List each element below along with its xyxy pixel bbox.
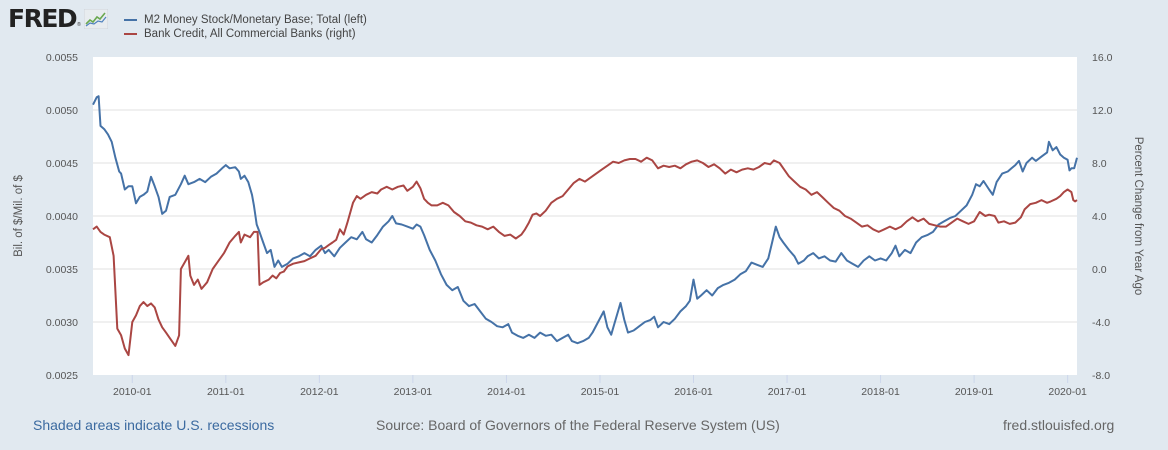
x-axis: 2010-01 2011-01 2012-01 2013-01 2014-01 2015-… [113, 375, 1087, 398]
y-axis-left: 0.0025 0.0030 0.0035 0.0040 0.0045 0.0050 0.00… [46, 52, 78, 382]
legend-label-bank-credit: Bank Credit, All Commercial Banks (right… [144, 28, 356, 40]
site-link[interactable]: fred.stlouisfed.org [1003, 417, 1115, 433]
y-axis-left-title: Bil. of $/Mil. of $ [13, 174, 25, 256]
logo-text: FRED [8, 4, 78, 33]
legend-swatch-bank-credit [124, 33, 137, 35]
y-axis-right-title: Percent Change from Year Ago [1132, 137, 1144, 296]
y-left-tick-label: 0.0045 [46, 158, 78, 170]
fred-logo[interactable]: FRED ® [8, 6, 108, 31]
legend-item-m2[interactable]: M2 Money Stock/Monetary Base; Total (lef… [124, 13, 367, 27]
y-right-tick-label: 16.0 [1092, 52, 1113, 64]
y-left-tick-label: 0.0025 [46, 370, 78, 382]
y-right-tick-label: 8.0 [1092, 158, 1107, 170]
legend-swatch-m2 [124, 19, 137, 21]
x-tick-label: 2014-01 [487, 386, 526, 398]
y-left-tick-label: 0.0040 [46, 211, 78, 223]
x-tick-label: 2017-01 [768, 386, 807, 398]
y-axis-right: -8.0 -4.0 0.0 4.0 8.0 12.0 16.0 [1092, 52, 1113, 382]
series-group [92, 95, 1078, 357]
y-right-tick-label: -8.0 [1092, 370, 1110, 382]
series-line-m2[interactable] [92, 95, 1078, 345]
series-line-bank-credit[interactable] [92, 156, 1078, 357]
x-tick-label: 2020-01 [1048, 386, 1087, 398]
legend-label-m2: M2 Money Stock/Monetary Base; Total (lef… [144, 14, 367, 26]
y-right-tick-label: 12.0 [1092, 105, 1113, 117]
y-left-tick-label: 0.0055 [46, 52, 78, 64]
logo-registered-mark: ® [77, 22, 81, 28]
source-text: Source: Board of Governors of the Federa… [376, 417, 780, 433]
recessions-link[interactable]: Shaded areas indicate U.S. recessions [33, 417, 275, 433]
x-tick-label: 2012-01 [300, 386, 339, 398]
y-right-tick-label: 4.0 [1092, 211, 1107, 223]
legend-item-bank-credit[interactable]: Bank Credit, All Commercial Banks (right… [124, 27, 367, 41]
x-tick-label: 2011-01 [207, 386, 245, 398]
y-right-tick-label: 0.0 [1092, 264, 1107, 276]
x-tick-label: 2013-01 [394, 386, 433, 398]
grid-lines [93, 109, 1077, 323]
x-tick-label: 2010-01 [113, 386, 152, 398]
y-left-tick-label: 0.0030 [46, 317, 78, 329]
x-tick-label: 2019-01 [955, 386, 994, 398]
chart-legend: M2 Money Stock/Monetary Base; Total (lef… [124, 13, 367, 41]
x-tick-label: 2016-01 [674, 386, 713, 398]
x-tick-label: 2018-01 [861, 386, 900, 398]
x-tick-label: 2015-01 [581, 386, 620, 398]
y-left-tick-label: 0.0050 [46, 105, 78, 117]
y-left-tick-label: 0.0035 [46, 264, 78, 276]
y-right-tick-label: -4.0 [1092, 317, 1110, 329]
chart-logo-icon [83, 8, 108, 29]
